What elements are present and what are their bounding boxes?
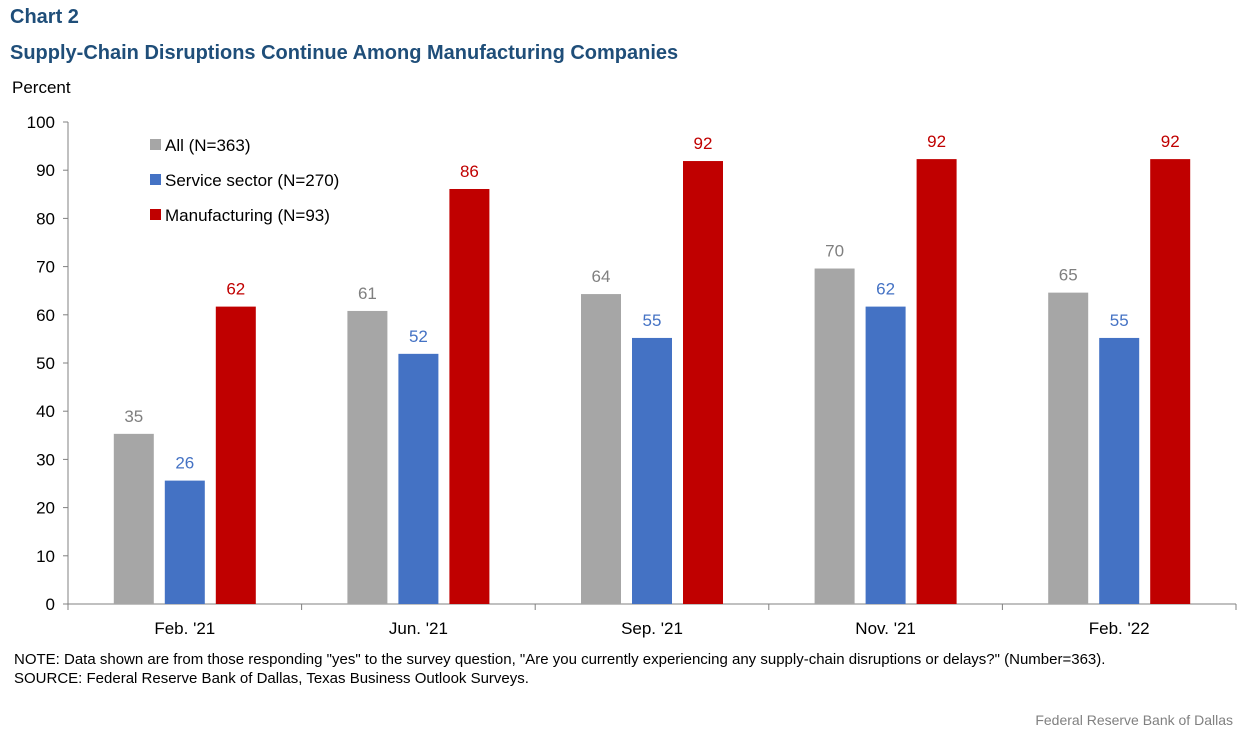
y-tick-label: 0 <box>46 595 55 614</box>
data-label: 55 <box>643 311 662 330</box>
y-tick-label: 50 <box>36 354 55 373</box>
bar <box>1150 159 1191 604</box>
y-tick-label: 20 <box>36 499 55 518</box>
chart-title: Supply-Chain Disruptions Continue Among … <box>10 42 679 64</box>
x-tick-label: Nov. '21 <box>855 619 916 638</box>
credit-text: Federal Reserve Bank of Dallas <box>1035 712 1233 728</box>
data-label: 92 <box>927 132 946 151</box>
x-tick-label: Jun. '21 <box>389 619 448 638</box>
data-label: 70 <box>825 242 844 261</box>
bar <box>449 188 490 605</box>
x-tick-label: Feb. '22 <box>1089 619 1150 638</box>
data-label: 35 <box>124 407 143 426</box>
data-label: 61 <box>358 284 377 303</box>
bar <box>398 353 439 604</box>
bar <box>683 161 723 605</box>
bar <box>581 294 621 604</box>
y-tick-label: 70 <box>36 258 55 277</box>
y-tick-label: 60 <box>36 306 55 325</box>
bar <box>215 306 256 604</box>
data-label: 86 <box>460 162 479 181</box>
bar <box>916 159 957 604</box>
bar <box>865 306 906 604</box>
legend-label: Manufacturing (N=93) <box>165 206 330 225</box>
data-label: 55 <box>1110 311 1129 330</box>
y-tick-label: 40 <box>36 402 55 421</box>
data-label: 64 <box>592 267 611 286</box>
chart-label: Chart 2 <box>10 6 79 28</box>
source-text: SOURCE: Federal Reserve Bank of Dallas, … <box>14 670 529 687</box>
data-label: 62 <box>876 280 895 299</box>
bar-chart: 0 10 20 30 40 50 60 70 80 90 100 Feb. '21 35 26 62 Jun.… <box>27 113 1237 638</box>
y-tick-label: 10 <box>36 547 55 566</box>
bar <box>347 310 388 604</box>
bar <box>1048 292 1089 604</box>
bar <box>1099 337 1140 604</box>
data-label: 92 <box>1161 132 1180 151</box>
y-tick-label: 80 <box>36 209 55 228</box>
bar <box>113 433 154 604</box>
data-label: 62 <box>226 280 245 299</box>
chart-notes: NOTE: Data shown are from those respondi… <box>14 650 1229 688</box>
note-text: NOTE: Data shown are from those respondi… <box>14 651 1106 668</box>
legend-label: All (N=363) <box>165 136 251 155</box>
x-tick-label: Feb. '21 <box>154 619 215 638</box>
data-label: 52 <box>409 327 428 346</box>
y-tick-label: 100 <box>27 113 55 132</box>
bar <box>814 268 855 604</box>
y-axis-unit-label: Percent <box>12 78 71 97</box>
y-tick-label: 30 <box>36 450 55 469</box>
legend-label: Service sector (N=270) <box>165 171 339 190</box>
data-label: 65 <box>1059 266 1078 285</box>
y-tick-label: 90 <box>36 161 55 180</box>
legend-swatch <box>150 209 161 220</box>
bar <box>632 337 672 604</box>
data-label: 92 <box>694 134 713 153</box>
legend-swatch <box>150 139 161 150</box>
x-tick-label: Sep. '21 <box>621 619 683 638</box>
data-label: 26 <box>175 454 194 473</box>
legend-swatch <box>150 174 161 185</box>
bar <box>164 480 205 604</box>
